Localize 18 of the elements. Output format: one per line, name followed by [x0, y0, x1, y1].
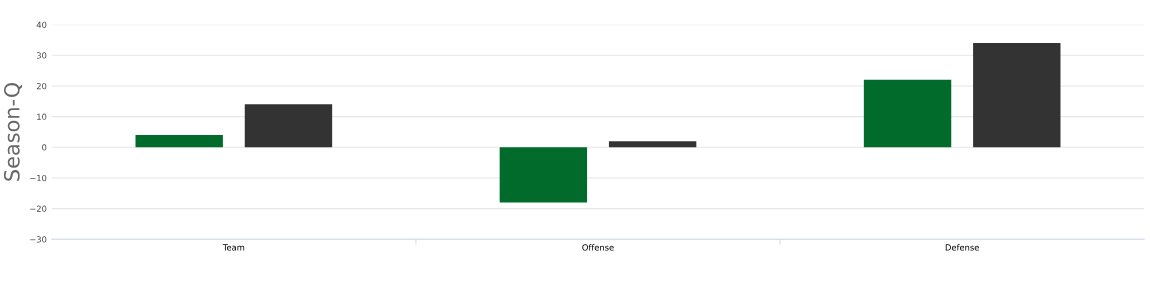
y-tick-label: 20 — [36, 82, 47, 90]
y-tick-label: 30 — [36, 52, 47, 59]
y-tick-label: 0 — [42, 144, 47, 151]
x-tick-label: Team — [222, 244, 245, 251]
x-tick-label: Defense — [945, 244, 979, 251]
y-axis-title: Season-Q — [3, 82, 23, 181]
bar — [973, 43, 1061, 148]
bar — [863, 79, 952, 148]
bar — [499, 147, 588, 203]
y-tick-label: −30 — [30, 236, 47, 243]
y-tick-label: 40 — [36, 21, 47, 28]
bar — [608, 141, 697, 148]
y-tick-label: 10 — [37, 113, 47, 120]
bar — [135, 135, 223, 148]
y-tick-label: −10 — [30, 174, 47, 182]
bar — [244, 104, 333, 148]
y-tick-label: −20 — [30, 205, 47, 212]
x-tick-label: Offense — [582, 244, 614, 251]
